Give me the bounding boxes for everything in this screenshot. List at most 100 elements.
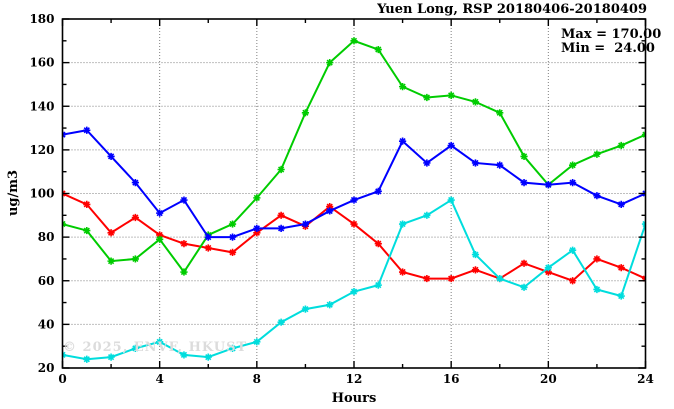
data-point-marker	[471, 250, 480, 259]
data-point-marker	[228, 220, 237, 228]
data-point-marker	[569, 246, 577, 254]
data-point-marker	[544, 264, 552, 272]
data-point-marker	[617, 200, 625, 209]
data-point-marker	[496, 161, 504, 169]
data-point-marker	[350, 220, 358, 228]
data-point-marker	[617, 292, 625, 300]
data-point-marker	[447, 91, 455, 99]
data-point-marker	[301, 305, 310, 313]
x-tick-label: 8	[253, 372, 261, 386]
y-tick-label: 120	[29, 143, 54, 157]
data-point-marker	[398, 83, 407, 91]
data-point-marker	[447, 196, 455, 204]
data-point-marker	[350, 288, 358, 296]
min-value-label: Min = 24.00	[561, 41, 655, 56]
data-point-marker	[423, 93, 431, 102]
data-point-marker	[520, 259, 528, 267]
data-point-marker	[520, 152, 528, 161]
data-point-marker	[107, 229, 115, 237]
data-point-marker	[398, 220, 407, 228]
data-point-marker	[326, 207, 334, 215]
watermark: © 2025, ENVF, HKUST	[63, 340, 248, 355]
data-point-marker	[496, 274, 504, 283]
data-point-marker	[447, 274, 455, 283]
data-point-marker	[83, 126, 91, 134]
data-point-marker	[156, 209, 164, 217]
data-point-marker	[228, 248, 237, 256]
data-point-marker	[471, 266, 480, 274]
data-point-marker	[131, 255, 139, 263]
data-point-marker	[253, 224, 261, 232]
data-point-marker	[374, 281, 382, 289]
data-point-marker	[301, 109, 310, 117]
data-point-marker	[593, 192, 601, 200]
data-point-marker	[423, 274, 431, 283]
data-point-marker	[131, 213, 139, 222]
data-point-marker	[253, 194, 261, 202]
data-point-marker	[253, 338, 261, 346]
data-point-marker	[374, 240, 382, 248]
data-point-marker	[277, 211, 285, 219]
data-point-marker	[107, 152, 115, 161]
y-tick-label: 60	[38, 274, 55, 288]
series-cyan	[62, 196, 646, 363]
data-point-marker	[496, 109, 504, 117]
data-point-marker	[156, 338, 164, 346]
data-point-marker	[350, 37, 358, 45]
data-point-marker	[544, 268, 552, 276]
data-point-marker	[83, 200, 91, 209]
series-red	[62, 189, 646, 285]
data-point-marker	[617, 141, 625, 150]
stats-legend: Max = 170.00 Min = 24.00	[561, 28, 661, 56]
data-point-marker	[569, 178, 577, 187]
chart-title: Yuen Long, RSP 20180406-20180409	[377, 2, 647, 17]
series-green	[62, 37, 646, 276]
y-tick-label: 180	[29, 12, 54, 26]
data-point-marker	[350, 196, 358, 204]
x-tick-label: 0	[58, 372, 66, 386]
data-point-marker	[423, 211, 431, 219]
data-point-marker	[593, 255, 601, 263]
data-point-marker	[569, 277, 577, 285]
data-point-marker	[204, 233, 212, 241]
data-point-marker	[593, 150, 601, 158]
data-point-marker	[277, 318, 285, 326]
data-point-marker	[204, 353, 212, 361]
x-tick-label: 12	[346, 372, 363, 386]
x-tick-label: 24	[637, 372, 654, 386]
series-layer	[62, 37, 646, 363]
data-point-marker	[83, 226, 91, 235]
data-point-marker	[398, 137, 407, 145]
data-point-marker	[593, 285, 601, 294]
data-point-marker	[326, 202, 334, 211]
x-tick-label: 20	[540, 372, 557, 386]
data-point-marker	[204, 244, 212, 252]
series-blue	[62, 126, 646, 241]
data-point-marker	[617, 264, 625, 272]
data-point-marker	[423, 159, 431, 167]
data-point-marker	[569, 161, 577, 169]
data-point-marker	[253, 229, 261, 237]
data-point-marker	[326, 59, 334, 67]
data-point-marker	[180, 351, 188, 359]
data-point-marker	[83, 355, 91, 363]
y-axis-label: ug/m3	[6, 169, 21, 217]
data-point-marker	[156, 231, 164, 239]
data-point-marker	[520, 178, 528, 187]
data-point-marker	[131, 344, 139, 352]
data-point-marker	[156, 235, 164, 243]
data-point-marker	[180, 240, 188, 248]
data-point-marker	[374, 45, 382, 54]
data-point-marker	[301, 220, 310, 228]
data-point-marker	[107, 257, 115, 265]
data-point-marker	[277, 165, 285, 174]
y-tick-label: 80	[38, 230, 55, 244]
y-tick-label: 140	[29, 99, 54, 113]
data-point-marker	[471, 159, 480, 167]
x-axis-label: Hours	[331, 391, 377, 406]
data-point-marker	[326, 301, 334, 309]
data-point-marker	[544, 181, 552, 189]
data-point-marker	[398, 268, 407, 276]
data-point-marker	[131, 178, 139, 187]
